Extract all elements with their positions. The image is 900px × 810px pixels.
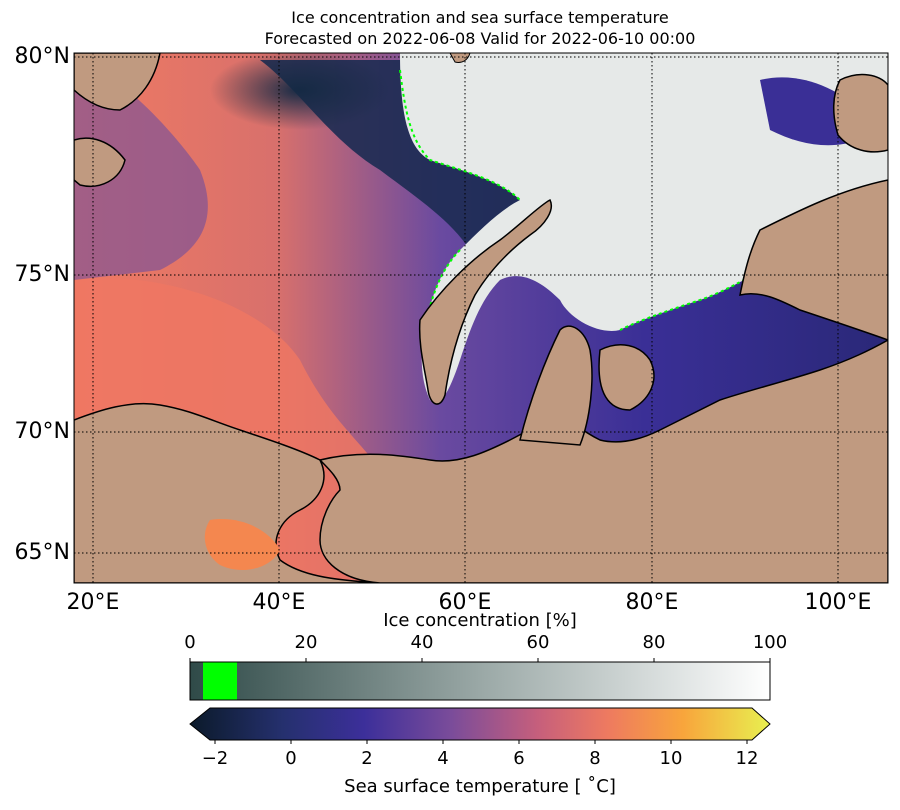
ice-tick-60: 60 <box>526 632 550 653</box>
lon-label-60e: 60°E <box>438 590 492 615</box>
lon-label-40e: 40°E <box>252 590 306 615</box>
cold-water-patch <box>210 53 390 130</box>
ice-colorbar <box>189 661 771 701</box>
ice-tick-80: 80 <box>642 632 666 653</box>
land-taymyr <box>739 179 888 341</box>
ice-tick-40: 40 <box>410 632 434 653</box>
map-gridlines <box>74 53 888 583</box>
map-frame <box>73 52 889 584</box>
sst-tick-4: 4 <box>437 748 449 769</box>
chart-title-line2: Forecasted on 2022-06-08 Valid for 2022-… <box>264 29 696 48</box>
sst-tick-12: 12 <box>735 748 759 769</box>
sst-tick-10: 10 <box>659 748 683 769</box>
sea-ice-region <box>400 53 888 403</box>
sst-tick-8: 8 <box>589 748 601 769</box>
land-severnaya-zemlya <box>833 73 888 153</box>
sst-tick-6: 6 <box>513 748 525 769</box>
land-novaya-zemlya <box>418 198 552 405</box>
ice-tick-20: 20 <box>294 632 318 653</box>
lat-label-80n: 80°N <box>14 44 70 69</box>
ice-tick-100: 100 <box>752 632 788 653</box>
sst-colorbar <box>189 707 771 741</box>
land-yamal <box>519 325 593 446</box>
land-svalbard <box>74 53 161 111</box>
ice-colorbar-ticks <box>189 658 771 662</box>
lat-label-70n: 70°N <box>14 419 70 444</box>
lat-label-75n: 75°N <box>14 262 70 287</box>
lat-label-65n: 65°N <box>14 540 70 565</box>
sst-tick-2: 2 <box>361 748 373 769</box>
white-sea <box>204 519 280 570</box>
ice-colorbar-frame <box>189 661 771 701</box>
mid-water-region <box>74 60 208 280</box>
sst-colorbar-title: Sea surface temperature [ ˚C] <box>344 776 616 797</box>
sst-colorbar-ticks <box>214 740 748 744</box>
ice-tick-0: 0 <box>184 632 196 653</box>
lon-label-80e: 80°E <box>625 590 679 615</box>
land-russia <box>318 339 888 583</box>
sst-tick-neg2: −2 <box>201 748 229 769</box>
ice-colorbar-title: Ice concentration [%] <box>383 610 577 631</box>
chart-title-line1: Ice concentration and sea surface temper… <box>291 8 669 27</box>
sst-tick-0: 0 <box>285 748 297 769</box>
land-gydan <box>598 344 655 411</box>
lon-label-20e: 20°E <box>66 590 120 615</box>
lon-label-100e: 100°E <box>804 590 872 615</box>
ice-colorbar-highlight <box>203 662 237 700</box>
land-bear-island <box>74 137 126 187</box>
